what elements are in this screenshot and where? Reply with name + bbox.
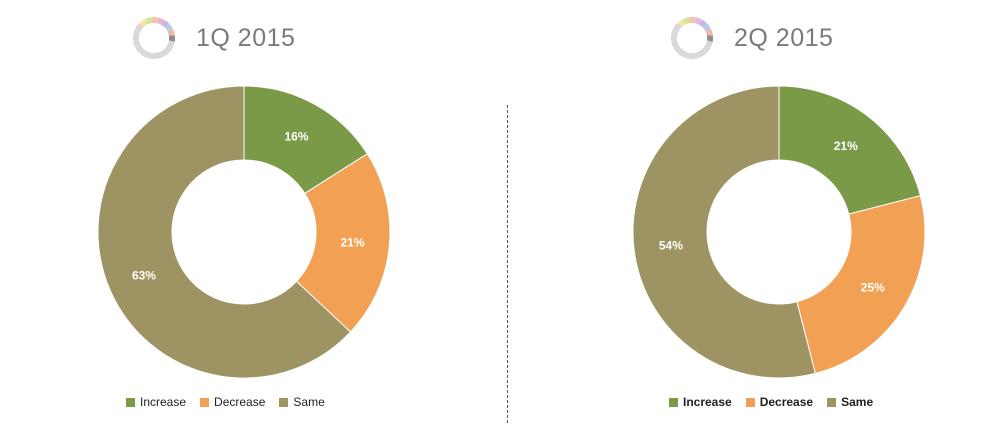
chart-legend: Increase Decrease Same	[126, 395, 339, 409]
chart-title-row: 2Q 2015	[668, 14, 833, 62]
legend-swatch-same	[279, 397, 289, 407]
ring-segment	[133, 39, 141, 47]
ring-segment	[673, 22, 682, 32]
legend-label-increase: Increase	[683, 395, 732, 409]
legend-swatch-decrease	[745, 397, 755, 407]
data-label-decrease: 25%	[861, 280, 885, 294]
donut-slice-same	[633, 86, 816, 378]
legend-item-increase: Increase	[126, 395, 186, 409]
chart-title: 2Q 2015	[734, 23, 834, 52]
ring-segment	[155, 51, 163, 59]
ring-segment	[168, 35, 176, 42]
chart-legend: Increase Decrease Same	[669, 395, 887, 409]
panel-divider	[507, 105, 508, 423]
chart-panel-2q: 2Q 2015 21% 25% 54% Increase Decrease Same	[510, 0, 993, 427]
donut-slice-same	[98, 86, 352, 378]
legend-swatch-increase	[126, 397, 135, 407]
legend-swatch-decrease	[200, 397, 210, 407]
legend-label-same: Same	[293, 395, 325, 409]
ring-segment	[705, 29, 713, 37]
ring-segment	[688, 52, 695, 60]
legend-label-decrease: Decrease	[214, 395, 266, 409]
donut-chart-2q: 21% 25% 54%	[633, 86, 925, 378]
data-label-increase: 16%	[284, 129, 308, 143]
data-label-same: 54%	[659, 239, 683, 253]
legend-item-same: Same	[279, 395, 325, 409]
legend-item-increase: Increase	[669, 395, 732, 409]
ring-logo-icon	[670, 16, 714, 60]
ring-segment	[706, 35, 714, 42]
legend-swatch-increase	[669, 397, 678, 407]
donut-slice-decrease	[796, 195, 925, 375]
legend-swatch-same	[827, 397, 837, 407]
legend-item-decrease: Decrease	[745, 395, 814, 409]
ring-segment	[689, 16, 696, 24]
legend-label-increase: Increase	[140, 395, 187, 409]
chart-title: 1Q 2015	[196, 23, 296, 52]
ring-logo-icon	[132, 16, 176, 60]
ring-segment	[151, 16, 158, 24]
legend-item-same: Same	[827, 395, 873, 409]
legend-label-same: Same	[841, 395, 874, 409]
ring-segment	[670, 34, 678, 41]
donut-slice-increase	[778, 86, 922, 215]
ring-segment	[167, 29, 175, 37]
donut-chart-1q: 16% 21% 63%	[98, 86, 390, 378]
ring-segment	[150, 52, 157, 60]
chart-title-row: 1Q 2015	[130, 14, 295, 62]
ring-segment	[135, 22, 144, 32]
ring-segment	[683, 17, 691, 25]
ring-segment	[671, 39, 679, 47]
ring-segment	[132, 34, 140, 41]
chart-panel-1q: 1Q 2015 16% 21% 63% Increase Decrease Same	[98, 14, 390, 409]
donut-slice-decrease	[295, 153, 390, 333]
ring-segment	[693, 51, 701, 59]
legend-item-decrease: Decrease	[200, 395, 265, 409]
legend-label-decrease: Decrease	[759, 395, 814, 409]
ring-segment	[145, 17, 153, 25]
data-label-increase: 21%	[834, 139, 858, 153]
data-label-decrease: 21%	[341, 235, 365, 249]
data-label-same: 63%	[132, 268, 156, 282]
